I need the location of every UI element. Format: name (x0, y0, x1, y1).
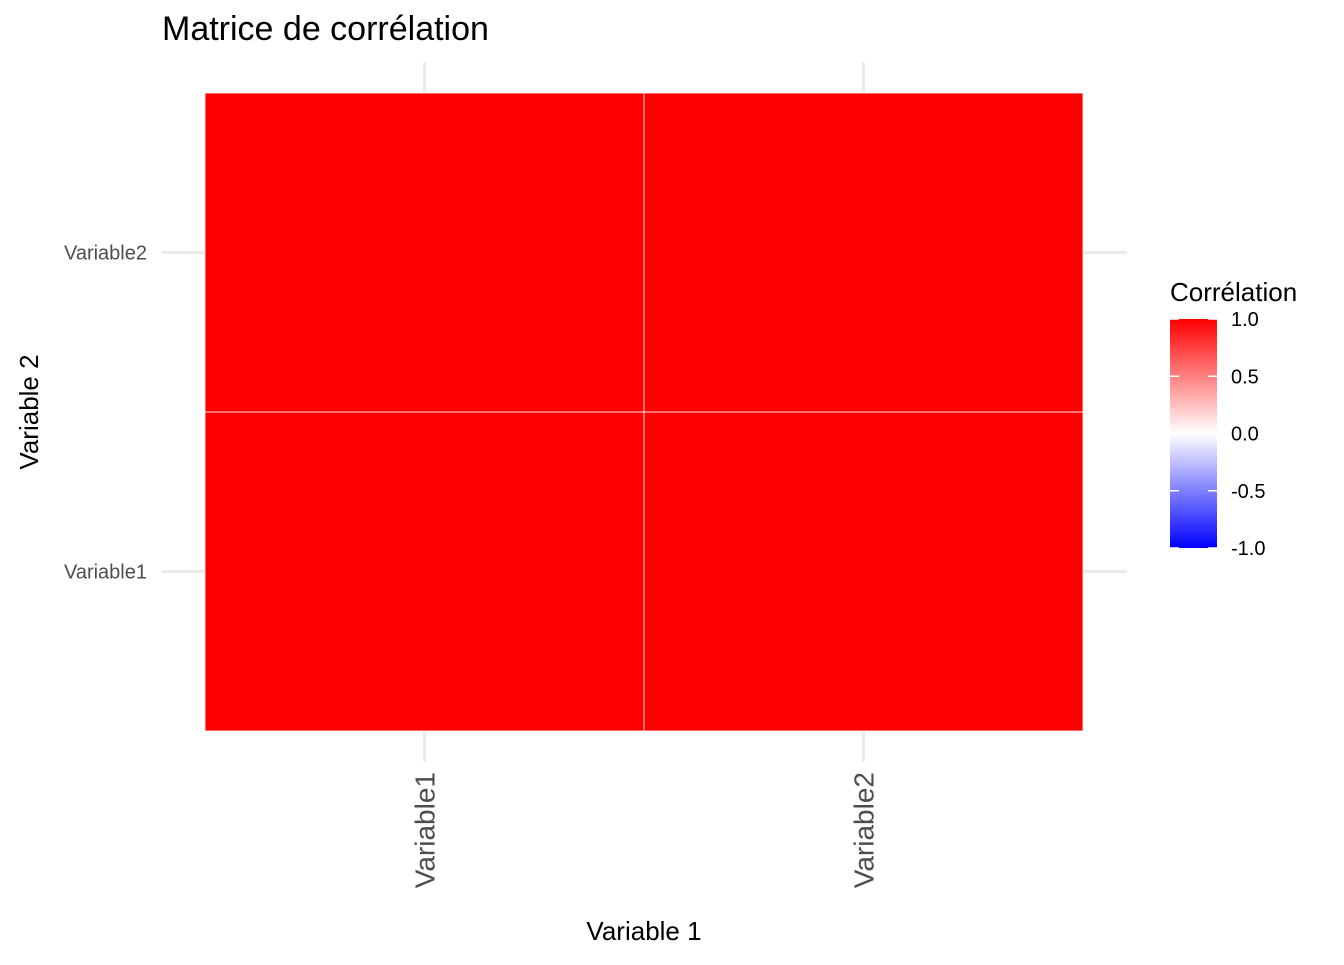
x-tick-label-variable2: Variable2 (849, 772, 880, 888)
x-tick-labels: Variable1 Variable2 (410, 772, 880, 888)
legend-title: Corrélation (1170, 277, 1297, 307)
legend-label: -1.0 (1231, 538, 1265, 560)
legend-ticks: 1.0 0.5 0.0 -0.5 -1.0 (1170, 309, 1265, 560)
y-axis-title: Variable 2 (14, 354, 44, 469)
x-axis-title: Variable 1 (586, 916, 701, 946)
y-tick-label-variable1: Variable1 (64, 562, 147, 584)
chart-title: Matrice de corrélation (162, 10, 489, 48)
legend-label: 0.0 (1231, 424, 1259, 446)
heatmap-cell-variable2-variable2 (643, 92, 1084, 413)
heatmap-cells (204, 92, 1084, 732)
legend-label: 1.0 (1231, 309, 1259, 331)
y-tick-labels: Variable1 Variable2 (64, 243, 147, 584)
heatmap-cell-variable1-variable2 (204, 92, 645, 413)
legend-label: -0.5 (1231, 481, 1265, 503)
legend-label: 0.5 (1231, 366, 1259, 388)
x-tick-label-variable1: Variable1 (410, 772, 441, 888)
color-legend: Corrélation 1.0 0.5 0.0 -0.5 -1.0 (1170, 277, 1297, 560)
heatmap-cell-variable2-variable1 (643, 411, 1084, 732)
y-tick-label-variable2: Variable2 (64, 243, 147, 265)
heatmap-cell-variable1-variable1 (204, 411, 645, 732)
